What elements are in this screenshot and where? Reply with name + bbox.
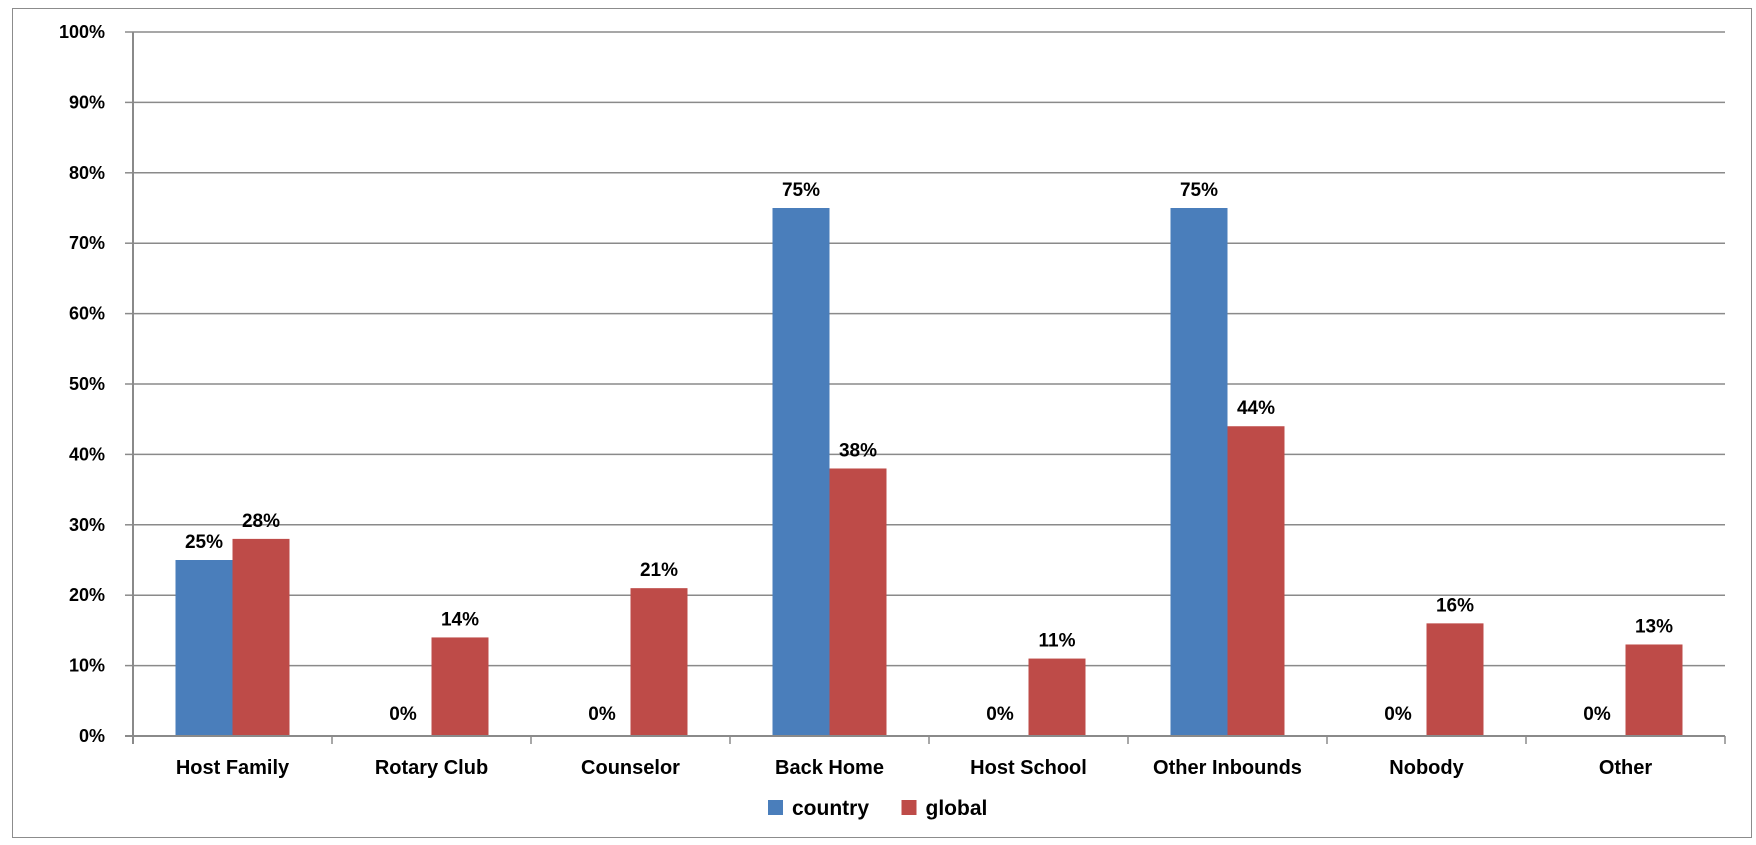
legend: country global [768, 797, 987, 820]
bar-global [1625, 644, 1683, 736]
data-label: 0% [986, 704, 1014, 725]
gridlines [133, 31, 1725, 667]
bars [175, 208, 1683, 736]
y-axis: 0% 10% 20% 30% 40% 50% 60% 70% 80% 90% 100% [59, 22, 134, 746]
y-tick-label: 50% [69, 374, 105, 394]
legend-swatch-country [768, 800, 783, 815]
x-tick-label: Nobody [1389, 757, 1464, 779]
y-tick-label: 70% [69, 233, 105, 253]
data-label: 38% [839, 440, 877, 461]
x-tick-label: Other Inbounds [1153, 757, 1302, 779]
bar-global [1028, 658, 1086, 736]
data-label: 25% [185, 532, 223, 553]
data-label: 28% [242, 511, 280, 532]
data-label: 0% [588, 704, 616, 725]
y-tick-label: 10% [69, 656, 105, 676]
y-tick-label: 60% [69, 304, 105, 324]
data-label: 44% [1237, 398, 1275, 419]
data-label: 14% [441, 609, 479, 630]
y-tick-label: 0% [79, 726, 105, 746]
y-tick-label: 40% [69, 444, 105, 464]
bar-global [1426, 623, 1484, 736]
x-tick-label: Counselor [581, 757, 680, 779]
data-label: 21% [640, 560, 678, 581]
legend-label-country: country [792, 797, 869, 820]
y-tick-label: 100% [59, 22, 105, 42]
y-tick-label: 30% [69, 515, 105, 535]
data-label: 75% [782, 180, 820, 201]
y-tick-label: 20% [69, 585, 105, 605]
bar-country [1170, 208, 1228, 736]
data-label: 13% [1635, 616, 1673, 637]
data-label: 16% [1436, 595, 1474, 616]
y-tick-label: 80% [69, 163, 105, 183]
data-label: 0% [389, 704, 417, 725]
x-tick-label: Other [1599, 757, 1653, 779]
x-tick-label: Rotary Club [375, 757, 488, 779]
bar-country [772, 208, 830, 736]
bar-global [829, 468, 887, 736]
y-tick-label: 90% [69, 92, 105, 112]
x-tick-label: Host School [970, 757, 1087, 779]
data-label: 0% [1583, 704, 1611, 725]
x-axis: Host Family Rotary Club Counselor Back Home… [125, 735, 1726, 779]
bar-global [630, 588, 688, 736]
legend-label-global: global [926, 797, 988, 820]
data-label: 0% [1384, 704, 1412, 725]
bar-global [431, 637, 489, 736]
data-labels: 25% 28% 0% 14% 0% 21% 75% 38% 0% 11% 75% 44% 0% 16% 0%… [185, 180, 1673, 725]
bar-global [1227, 426, 1285, 736]
bar-country [175, 560, 233, 736]
x-tick-label: Host Family [176, 757, 290, 779]
legend-swatch-global [901, 800, 917, 815]
x-tick-label: Back Home [775, 757, 884, 779]
data-label: 11% [1039, 631, 1076, 652]
bar-global [232, 538, 290, 736]
data-label: 75% [1180, 180, 1218, 201]
